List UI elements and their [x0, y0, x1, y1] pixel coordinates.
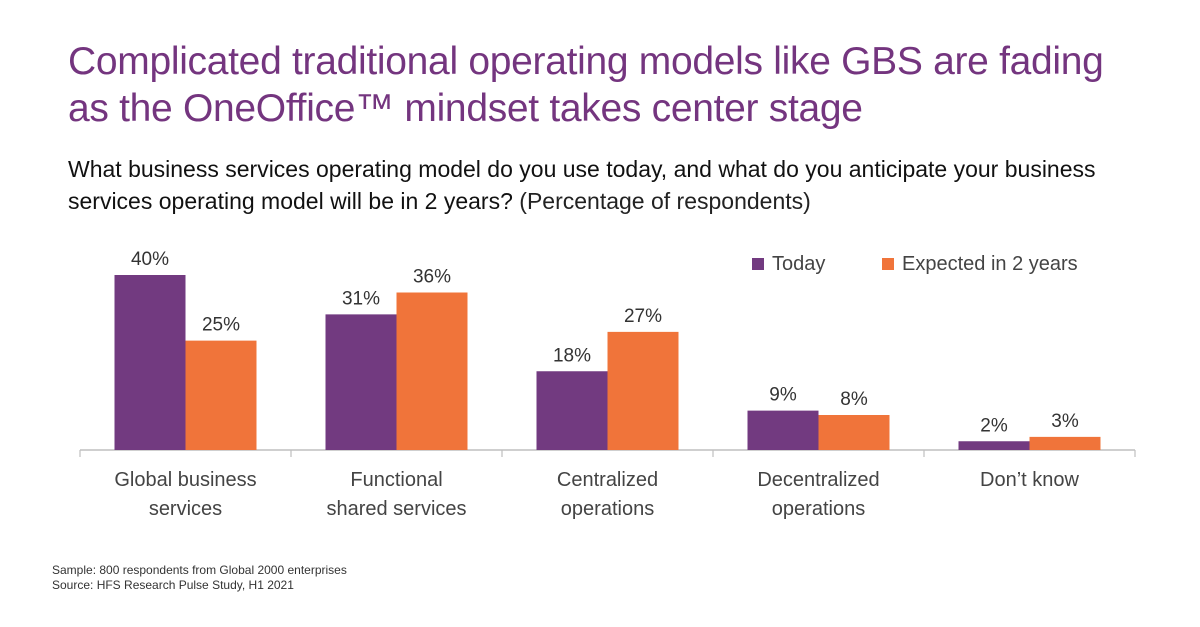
sample-note: Sample: 800 respondents from Global 2000…: [52, 563, 347, 577]
category-label: services: [149, 498, 222, 520]
data-label: 31%: [342, 288, 380, 309]
data-label: 40%: [131, 249, 169, 270]
category-label: Centralized: [557, 469, 658, 491]
data-label: 8%: [840, 389, 868, 410]
data-label: 9%: [769, 385, 797, 406]
question-note: (Percentage of respondents): [519, 188, 811, 214]
bar-today: [958, 441, 1030, 450]
bar-expected: [1029, 436, 1101, 450]
data-label: 3%: [1051, 411, 1079, 432]
data-label: 18%: [553, 345, 591, 366]
legend-label-expected: Expected in 2 years: [902, 253, 1078, 275]
category-label: Decentralized: [757, 469, 879, 491]
category-label: shared services: [326, 498, 466, 520]
data-label: 27%: [624, 306, 662, 327]
data-label: 36%: [413, 267, 451, 288]
footnotes: Sample: 800 respondents from Global 2000…: [52, 563, 347, 593]
data-label: 2%: [980, 415, 1008, 436]
bar-today: [536, 371, 608, 450]
legend-swatch-today: [752, 258, 764, 270]
survey-question: What business services operating model d…: [68, 153, 1158, 217]
legend-swatch-expected: [882, 258, 894, 270]
bar-today: [325, 314, 397, 450]
source-note: Source: HFS Research Pulse Study, H1 202…: [52, 578, 294, 592]
bar-today: [747, 410, 819, 450]
bar-expected: [185, 340, 257, 450]
data-label: 25%: [202, 315, 240, 336]
category-label: Global business: [114, 469, 256, 491]
category-label: Don’t know: [980, 469, 1079, 491]
question-text: What business services operating model d…: [68, 156, 1096, 214]
legend-label-today: Today: [772, 253, 825, 275]
title-line-2: as the OneOffice™ mindset takes center s…: [68, 87, 863, 130]
bar-expected: [607, 331, 679, 450]
category-label: Functional: [350, 469, 442, 491]
bar-today: [114, 275, 186, 450]
category-label: operations: [772, 498, 865, 520]
chart-title: Complicated traditional operating models…: [68, 38, 1168, 132]
bar-expected: [396, 292, 468, 450]
category-label: operations: [561, 498, 654, 520]
title-line-1: Complicated traditional operating models…: [68, 40, 1104, 83]
bar-expected: [818, 415, 890, 450]
